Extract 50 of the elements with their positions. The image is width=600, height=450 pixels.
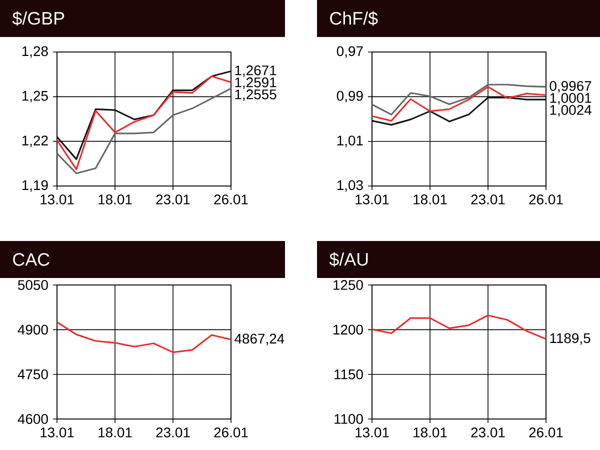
x-tick-label: 26.01 — [529, 194, 563, 204]
y-tick-label: 1150 — [334, 369, 363, 380]
line-series — [371, 86, 547, 122]
y-tick-label: 1,19 — [22, 180, 48, 192]
y-tick-label: 1,01 — [337, 136, 363, 148]
line-series — [56, 88, 232, 174]
y-tick-label: 5050 — [18, 280, 48, 290]
y-tick-label: 4900 — [18, 324, 48, 335]
text: 4867,24 — [234, 334, 284, 346]
line-series — [371, 314, 547, 340]
text: 0,9967 — [550, 81, 592, 93]
chart-title: $/AU — [329, 252, 368, 267]
text: 1189,5 — [550, 333, 590, 345]
y-tick-label: 1,25 — [22, 90, 48, 102]
x-tick-label: 23.01 — [471, 194, 505, 204]
x-tick-label: 13.01 — [356, 194, 389, 204]
y-tick-label: 4750 — [18, 369, 48, 380]
x-tick-label: 13.01 — [356, 428, 389, 438]
x-tick-label: 26.01 — [214, 428, 248, 438]
x-tick-label: 26.01 — [214, 194, 248, 204]
chart-title: $/GBP — [12, 11, 64, 26]
text: 1,0024 — [550, 105, 592, 117]
x-tick-label: 18.01 — [414, 428, 447, 438]
y-tick-label: 1100 — [334, 414, 363, 424]
x-tick-label: 23.01 — [156, 194, 190, 204]
y-tick-label: 1,03 — [337, 180, 363, 192]
x-tick-label: 18.01 — [414, 194, 447, 204]
line-series — [56, 321, 232, 354]
x-tick-label: 18.01 — [98, 428, 132, 438]
y-tick-label: 1200 — [334, 324, 363, 335]
chart-title: ChF/$ — [330, 11, 378, 26]
text: 1,2555 — [235, 89, 276, 101]
y-tick-label: 1,28 — [22, 46, 48, 58]
y-tick-label: 0,99 — [336, 90, 363, 102]
y-tick-label: 1,22 — [22, 136, 48, 148]
y-tick-label: 0,97 — [336, 46, 363, 58]
x-tick-label: 23.01 — [156, 428, 190, 438]
x-tick-label: 13.01 — [40, 428, 74, 438]
y-tick-label: 1250 — [334, 280, 363, 290]
line-series — [371, 84, 547, 116]
text: 1,2671 — [235, 65, 276, 77]
x-tick-label: 26.01 — [529, 428, 563, 438]
text: 1,2591 — [235, 77, 276, 89]
text: 1,0001 — [550, 93, 592, 105]
x-tick-label: 23.01 — [471, 428, 505, 438]
chart-title: CAC — [13, 253, 50, 266]
y-tick-label: 4600 — [18, 414, 48, 424]
x-tick-label: 18.01 — [98, 194, 132, 204]
line-series — [371, 96, 547, 126]
x-tick-label: 13.01 — [40, 194, 74, 204]
